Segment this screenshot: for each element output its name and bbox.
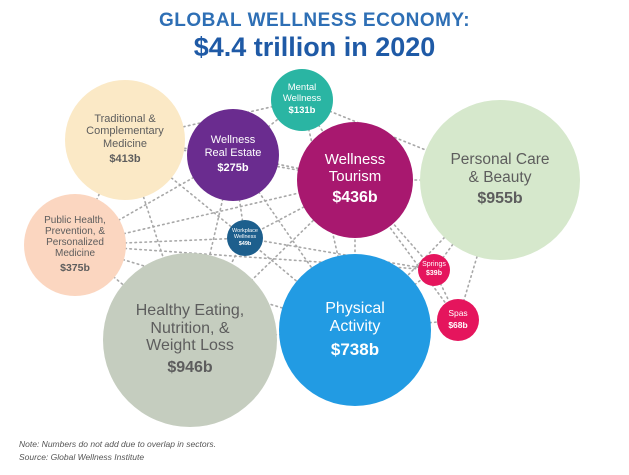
bubble-label-line: Medicine xyxy=(54,248,96,260)
bubble-label-line: Wellness xyxy=(282,92,322,104)
bubble-real-estate: Wellness Real Estate $275b xyxy=(187,109,279,201)
bubble-label-line: Spas xyxy=(448,308,468,319)
bubble-label-line: Real Estate xyxy=(204,146,262,159)
bubble-physical: Physical Activity $738b xyxy=(279,254,431,406)
bubble-label-line: Physical xyxy=(325,299,385,317)
connector-workplace-springs xyxy=(244,237,435,271)
bubble-healthy-eating: Healthy Eating, Nutrition, & Weight Loss $9… xyxy=(103,253,277,427)
bubble-label-line: Wellness xyxy=(210,134,256,147)
bubble-label-line: Mental xyxy=(287,81,317,93)
bubble-label-line: Healthy Eating, xyxy=(135,301,245,319)
bubble-label-line: & Beauty xyxy=(468,168,532,186)
bubble-value: $131b xyxy=(288,105,316,117)
bubble-value: $68b xyxy=(448,319,468,330)
bubble-traditional: Traditional & Complementary Medicine $413b xyxy=(65,80,185,200)
source-note: Source: Global Wellness Institute xyxy=(19,452,145,462)
bubble-value: $413b xyxy=(109,153,141,166)
connector-tourism-spas xyxy=(354,179,459,321)
bubble-personal-care: Personal Care & Beauty $955b xyxy=(420,100,580,260)
bubble-label-line: Springs xyxy=(422,261,446,269)
bubble-label-line: Personalized xyxy=(46,236,104,248)
bubble-label-line: Traditional & xyxy=(94,113,156,126)
bubble-springs: Springs $39b xyxy=(418,254,450,286)
bubble-label-line: Tourism xyxy=(328,167,382,185)
bubble-public-health: Public Health, Prevention, & Personalized M… xyxy=(24,194,126,296)
bubble-mental: Mental Wellness $131b xyxy=(271,69,333,131)
bubble-value: $955b xyxy=(477,189,523,207)
bubble-label-line: Wellness xyxy=(233,234,257,241)
bubble-label-line: Activity xyxy=(329,317,381,335)
bubble-spas: Spas $68b xyxy=(437,299,479,341)
connector-workplace-tourism xyxy=(244,179,356,239)
bubble-value: $738b xyxy=(330,339,380,359)
bubble-label-line: Public Health, xyxy=(44,214,106,226)
bubble-label-line: Wellness xyxy=(324,150,386,168)
bubble-label-line: Prevention, & xyxy=(44,225,106,237)
bubble-value: $49b xyxy=(238,241,252,248)
diagram-title: GLOBAL WELLNESS ECONOMY: xyxy=(158,10,471,31)
bubble-label-line: Workplace xyxy=(232,227,258,234)
bubble-value: $39b xyxy=(426,270,442,278)
bubble-tourism: Wellness Tourism $436b xyxy=(297,122,413,238)
bubble-value: $275b xyxy=(217,161,249,174)
bubble-label-line: Personal Care xyxy=(450,151,550,169)
bubble-label-line: Medicine xyxy=(102,137,148,150)
bubble-workplace: Workplace Wellness $49b xyxy=(227,220,263,256)
diagram-subtitle: $4.4 trillion in 2020 xyxy=(193,32,436,62)
bubble-value: $436b xyxy=(332,189,378,207)
footnote: Note: Numbers do not add due to overlap … xyxy=(19,439,217,449)
bubble-label-line: Nutrition, & xyxy=(150,319,230,337)
bubble-value: $946b xyxy=(167,359,213,377)
bubble-label-line: Complementary xyxy=(86,125,164,138)
bubble-label-line: Weight Loss xyxy=(146,337,234,355)
connector-mental-personal_care xyxy=(301,99,501,181)
bubble-value: $375b xyxy=(60,262,90,275)
connector-public_health-workplace xyxy=(74,237,246,246)
